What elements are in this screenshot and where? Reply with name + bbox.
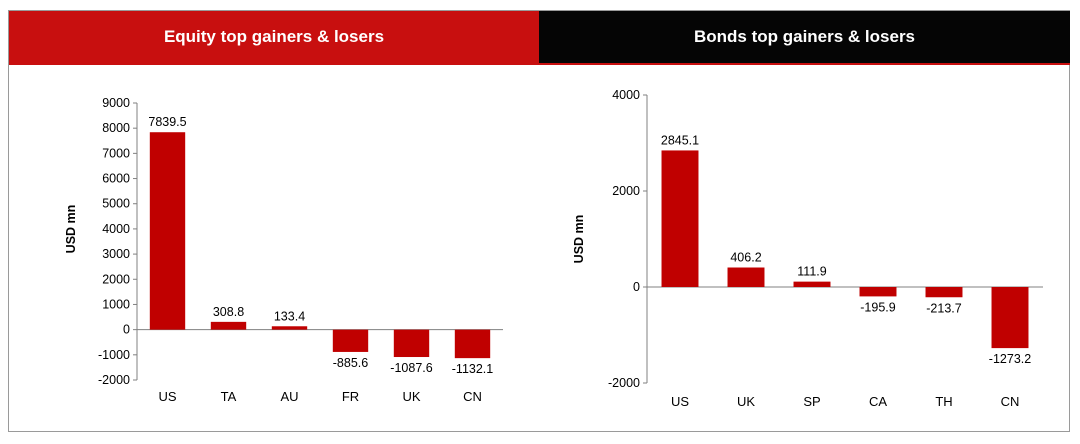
- x-tick-label: CA: [869, 394, 887, 409]
- data-label: 406.2: [730, 251, 761, 265]
- equity-panel-title: Equity top gainers & losers: [163, 27, 385, 46]
- y-axis-title: USD mn: [64, 205, 78, 254]
- x-tick-label: US: [671, 394, 689, 409]
- bonds-bar-chart: 4000 2000 0 -2000 USD mn 2845.1 US 406.2 UK 111.9…: [572, 88, 1043, 409]
- data-label: 133.4: [274, 309, 305, 323]
- y-tick-label: 2000: [612, 184, 640, 198]
- y-tick-label: 4000: [102, 222, 130, 236]
- data-label: -195.9: [860, 300, 895, 314]
- y-tick-label: -2000: [98, 373, 130, 387]
- bar-us: [661, 150, 699, 287]
- data-label: 308.8: [213, 305, 244, 319]
- x-tick-label: CN: [1001, 394, 1020, 409]
- y-tick-label: 7000: [102, 146, 130, 160]
- x-tick-label: FR: [342, 389, 359, 404]
- y-tick-label: -2000: [608, 376, 640, 390]
- x-tick-label: AU: [280, 389, 298, 404]
- x-tick-label: SP: [803, 394, 820, 409]
- data-label: -1273.2: [989, 352, 1031, 366]
- data-label: -1132.1: [452, 362, 494, 376]
- bar-uk: [393, 329, 430, 358]
- y-tick-label: 5000: [102, 197, 130, 211]
- bar-th: [925, 287, 963, 298]
- bar-sp: [793, 281, 831, 287]
- y-tick-label: 9000: [102, 96, 130, 110]
- bar-au: [271, 326, 308, 330]
- equity-bar-chart: 9000 8000 7000 6000 5000 4000 3000 2000 1000 0 -10…: [64, 96, 503, 404]
- bar-fr: [332, 329, 369, 352]
- data-label: -1087.6: [390, 361, 432, 375]
- data-label: -213.7: [926, 301, 961, 315]
- x-tick-label: US: [158, 389, 176, 404]
- bar-us: [149, 132, 186, 330]
- equity-panel-header: Equity top gainers & losers: [9, 11, 539, 63]
- x-tick-label: TH: [935, 394, 952, 409]
- y-tick-label: -1000: [98, 348, 130, 362]
- y-tick-label: 1000: [102, 297, 130, 311]
- y-tick-label: 3000: [102, 247, 130, 261]
- x-tick-label: TA: [221, 389, 237, 404]
- y-axis-title: USD mn: [572, 215, 586, 264]
- x-tick-label: UK: [737, 394, 755, 409]
- y-tick-label: 6000: [102, 172, 130, 186]
- header-accent-line: [9, 63, 1070, 65]
- data-label: 7839.5: [148, 115, 186, 129]
- data-label: 2845.1: [661, 133, 699, 147]
- bar-ca: [859, 287, 897, 297]
- bonds-panel-header: Bonds top gainers & losers: [539, 11, 1070, 63]
- y-tick-label: 0: [633, 280, 640, 294]
- bar-cn: [454, 329, 491, 359]
- data-label: 111.9: [797, 265, 826, 279]
- bar-ta: [210, 321, 247, 330]
- bar-uk: [727, 267, 765, 287]
- x-tick-label: UK: [402, 389, 420, 404]
- bonds-panel-title: Bonds top gainers & losers: [693, 27, 916, 46]
- chart-frame: Equity top gainers & losers Bonds top ga…: [8, 10, 1070, 432]
- x-tick-label: CN: [463, 389, 482, 404]
- y-tick-label: 0: [123, 323, 130, 337]
- data-label: -885.6: [333, 356, 368, 370]
- y-tick-label: 2000: [102, 272, 130, 286]
- y-tick-label: 8000: [102, 121, 130, 135]
- y-tick-label: 4000: [612, 88, 640, 102]
- bar-cn: [991, 287, 1029, 349]
